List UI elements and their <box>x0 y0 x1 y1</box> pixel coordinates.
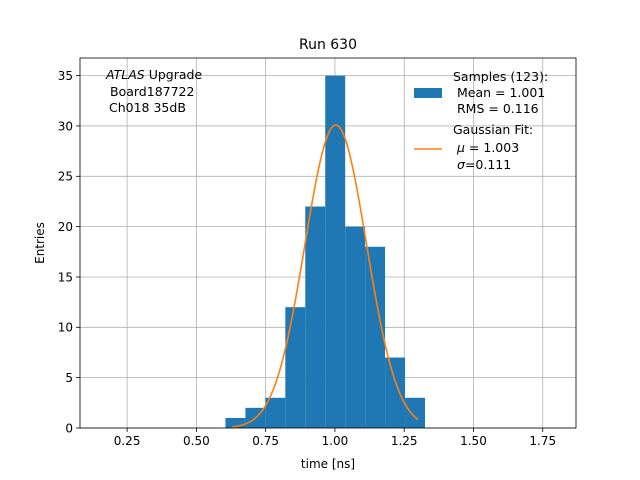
x-tick-label-1: 0.50 <box>183 434 210 448</box>
histogram-bar-6 <box>345 226 366 428</box>
legend-sigma-symbol: σ <box>457 157 466 172</box>
legend-hist-swatch <box>414 88 442 98</box>
axes-frame <box>79 57 577 429</box>
atlas-annotation: ATLAS Upgrade Board187722 Ch018 35dB <box>105 67 202 115</box>
annotation-upgrade: Upgrade <box>145 67 203 82</box>
y-tick-label-7: 35 <box>58 69 73 83</box>
histogram-bar-5 <box>325 75 346 428</box>
annotation-line-1: ATLAS Upgrade <box>105 67 202 82</box>
legend-fit-mu: μ = 1.003 <box>456 140 519 155</box>
histogram-bar-9 <box>405 397 425 428</box>
gaussian-fit-curve <box>232 124 419 428</box>
annotation-board: Board187722 <box>110 84 194 99</box>
annotation-atlas: ATLAS <box>105 67 145 82</box>
histogram-bar-8 <box>385 357 406 428</box>
y-tick-label-0: 0 <box>65 421 73 435</box>
y-tick-label-6: 30 <box>58 119 73 133</box>
x-tick-label-2: 0.75 <box>252 434 279 448</box>
legend-sigma-value: =0.111 <box>465 157 511 172</box>
x-tick-label-3: 1.00 <box>322 434 349 448</box>
legend-hist-header: Samples (123): <box>453 69 548 84</box>
x-axis-ticks: 0.25 0.50 0.75 1.00 1.25 1.50 1.75 <box>114 428 556 448</box>
x-axis-label: time [ns] <box>301 457 355 471</box>
y-tick-label-4: 20 <box>58 220 73 234</box>
x-tick-label-4: 1.25 <box>391 434 418 448</box>
y-tick-label-5: 25 <box>58 170 73 184</box>
y-axis-label: Entries <box>33 222 47 264</box>
chart-title: Run 630 <box>299 37 357 53</box>
legend-fit-sigma: σ=0.111 <box>457 157 511 172</box>
legend-fit-header: Gaussian Fit: <box>453 122 533 137</box>
legend-mu-value: = 1.003 <box>465 140 519 155</box>
x-tick-label-5: 1.50 <box>460 434 487 448</box>
y-tick-label-3: 15 <box>58 270 73 284</box>
y-tick-label-1: 5 <box>65 371 73 385</box>
legend-hist-rms: RMS = 0.116 <box>457 101 539 116</box>
histogram-bar-4 <box>305 206 326 428</box>
x-tick-label-6: 1.75 <box>529 434 556 448</box>
x-tick-label-0: 0.25 <box>114 434 141 448</box>
legend-mu-symbol: μ <box>456 140 465 155</box>
histogram-bars <box>225 75 425 428</box>
legend-hist-mean: Mean = 1.001 <box>457 85 545 100</box>
gaussian-fit <box>232 124 419 428</box>
y-tick-label-2: 10 <box>58 321 73 335</box>
histogram-bar-3 <box>285 307 306 428</box>
histogram-bar-0 <box>225 417 246 428</box>
y-axis-ticks: 0 5 10 15 20 25 30 35 <box>58 69 80 435</box>
histogram-bar-2 <box>265 397 286 428</box>
annotation-channel: Ch018 35dB <box>109 100 186 115</box>
histogram-bar-7 <box>365 246 386 428</box>
legend: Samples (123): Mean = 1.001 RMS = 0.116 … <box>414 69 548 172</box>
